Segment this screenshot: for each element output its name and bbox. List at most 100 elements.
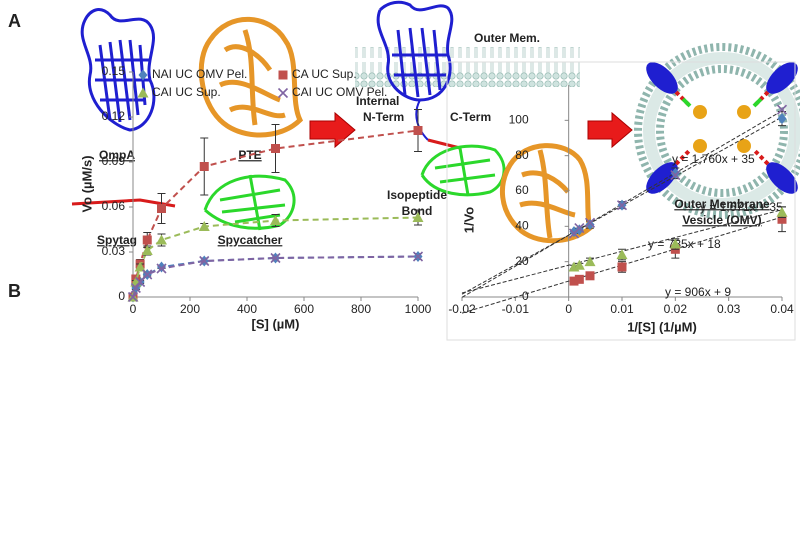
diagram-label: C-Term: [450, 110, 491, 124]
diagram-label: Vesicle (OMV): [682, 213, 761, 227]
spycatcher-structure: [420, 144, 506, 197]
marker: [584, 256, 596, 267]
x-tick-label: 0.02: [664, 302, 688, 316]
diagram-label: Bond: [402, 204, 433, 218]
marker: [270, 252, 281, 264]
y-tick-label: 60: [515, 183, 529, 197]
diagram-label: Isopeptide: [387, 188, 447, 202]
marker: [199, 255, 210, 267]
x-tick-label: 200: [180, 302, 200, 316]
marker: [134, 261, 146, 272]
ompa-structure: [80, 8, 156, 132]
legend-label: CAI UC Sup.: [152, 85, 221, 99]
trendline: [461, 216, 783, 314]
x-tick-label: 0.01: [610, 302, 634, 316]
y-tick-label: 0.03: [102, 244, 126, 258]
marker: [585, 219, 595, 231]
trendline: [461, 110, 783, 298]
marker: [617, 262, 627, 272]
marker: [271, 144, 280, 153]
marker: [156, 263, 167, 274]
marker: [157, 204, 166, 213]
marker: [569, 276, 579, 286]
marker: [198, 221, 210, 231]
marker: [199, 162, 209, 171]
x-tick-label: 0: [565, 302, 572, 316]
y-tick-label: 0.12: [102, 109, 126, 123]
panel-label: B: [8, 281, 21, 301]
y-tick-label: 80: [515, 148, 529, 162]
x-tick-label: -0.02: [448, 302, 476, 316]
marker: [127, 291, 139, 303]
x-tick-label: 0: [130, 302, 137, 316]
marker: [412, 212, 424, 222]
y-axis-label: Vo (µM/s): [79, 155, 94, 212]
marker: [277, 87, 289, 99]
diagram-label: OmpA: [99, 148, 135, 162]
panel-label: A: [8, 11, 21, 31]
trendline-label: y = 1,760x + 35: [672, 152, 755, 166]
x-tick-label: 1000: [405, 302, 432, 316]
y-tick-label: 40: [515, 219, 529, 233]
marker: [412, 251, 424, 262]
marker: [584, 217, 596, 228]
vesicle: [634, 43, 800, 219]
x-axis-label: 1/[S] (1/µM): [627, 319, 697, 334]
pte-structure: [198, 16, 304, 138]
trendline-label: y = 906x + 9: [665, 285, 731, 299]
marker: [669, 238, 681, 249]
x-tick-label: 0.03: [717, 302, 741, 316]
arrow: [309, 111, 356, 149]
y-tick-label: 0: [522, 289, 529, 303]
fit-line: [132, 216, 419, 298]
arrow: [587, 111, 633, 149]
x-tick-label: -0.01: [502, 302, 530, 316]
diagram-label: N-Term: [363, 110, 404, 124]
marker: [776, 206, 788, 217]
marker: [670, 170, 681, 181]
y-tick-label: 0.15: [102, 64, 126, 78]
legend-label: CAI UC OMV Pel.: [292, 85, 387, 99]
marker: [278, 70, 288, 80]
marker: [142, 269, 153, 280]
marker: [777, 113, 787, 125]
linker: [415, 99, 429, 141]
marker: [777, 214, 787, 224]
marker: [137, 87, 149, 98]
marker: [138, 69, 148, 81]
chart-frame: [446, 61, 796, 341]
marker: [670, 167, 680, 179]
y-axis-label: 1/Vo: [461, 207, 476, 234]
x-tick-label: 600: [294, 302, 314, 316]
y-tick-label: 100: [509, 113, 529, 127]
marker: [142, 235, 152, 245]
trendline-label: y = 785x + 18: [648, 237, 721, 251]
trendline-label: y = 1,671x + 35: [700, 200, 783, 214]
y-tick-label: 0.06: [102, 199, 126, 213]
diagram-label: Outer Mem.: [474, 31, 540, 45]
marker: [574, 224, 584, 236]
diagram-label: Outer Membrane: [674, 197, 770, 211]
marker: [573, 259, 585, 270]
diagram-label: Spytag: [97, 233, 137, 247]
x-axis-label: [S] (µM): [252, 316, 300, 331]
marker: [270, 215, 281, 225]
marker: [616, 200, 628, 211]
y-tick-label: 0: [118, 289, 125, 303]
marker: [141, 245, 153, 255]
spycatcher-structure: [203, 174, 296, 231]
ompa-structure: [376, 0, 454, 102]
x-tick-label: 0.04: [770, 302, 794, 316]
marker: [585, 271, 595, 281]
marker: [776, 104, 788, 115]
marker: [156, 234, 167, 245]
legend-label: CA UC Sup.: [292, 67, 357, 81]
diagram-label: Spycatcher: [218, 233, 283, 247]
diagram-label: Internal: [356, 94, 399, 108]
x-tick-label: 400: [237, 302, 257, 316]
y-tick-label: 0.09: [102, 154, 126, 168]
x-tick-label: 800: [351, 302, 371, 316]
marker: [574, 274, 584, 284]
marker: [413, 126, 423, 135]
